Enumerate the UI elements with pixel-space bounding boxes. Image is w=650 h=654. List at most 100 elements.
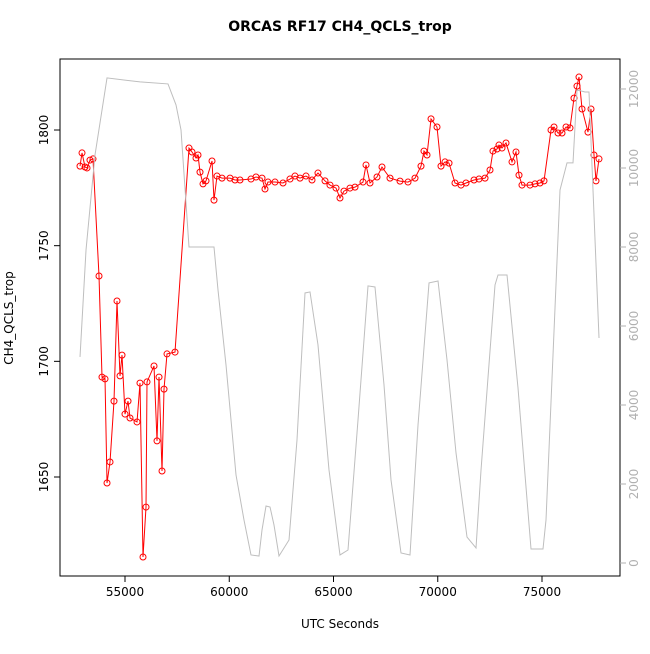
y2-tick-label: 2000: [627, 469, 641, 500]
point: [188, 148, 196, 156]
point: [194, 151, 202, 159]
point: [126, 414, 134, 422]
point: [133, 418, 141, 426]
x-tick-label: 70000: [419, 585, 457, 599]
point: [210, 196, 218, 204]
point: [423, 151, 431, 159]
point: [578, 105, 586, 113]
point: [113, 297, 121, 305]
point: [518, 181, 526, 189]
point: [346, 184, 354, 192]
point: [136, 379, 144, 387]
point: [515, 171, 523, 179]
point: [153, 437, 161, 445]
point: [366, 179, 374, 187]
point: [296, 174, 304, 182]
point: [573, 82, 581, 90]
point: [590, 151, 598, 159]
x-tick-label: 55000: [106, 585, 144, 599]
point: [526, 181, 534, 189]
point: [470, 176, 478, 184]
point: [540, 177, 548, 185]
x-tick-label: 75000: [523, 585, 561, 599]
point: [508, 158, 516, 166]
point: [308, 176, 316, 184]
y-tick-label: 1650: [37, 462, 51, 493]
x-tick-label: 65000: [314, 585, 352, 599]
point: [359, 178, 367, 186]
point: [321, 177, 329, 185]
point: [336, 194, 344, 202]
point: [587, 105, 595, 113]
point: [155, 373, 163, 381]
point: [451, 179, 459, 187]
point: [575, 73, 583, 81]
point: [83, 164, 91, 172]
point: [481, 174, 489, 182]
point: [486, 166, 494, 174]
point: [258, 174, 266, 182]
y2-tick-label: 0: [627, 559, 641, 567]
point: [351, 183, 359, 191]
y2-tick-label: 8000: [627, 232, 641, 263]
y2-tick-label: 4000: [627, 390, 641, 421]
point: [340, 187, 348, 195]
point: [163, 350, 171, 358]
point: [554, 129, 562, 137]
point: [378, 163, 386, 171]
point: [143, 378, 151, 386]
series-line: [79, 77, 600, 558]
point: [118, 351, 126, 359]
point: [279, 179, 287, 187]
point: [231, 176, 239, 184]
point: [332, 184, 340, 192]
point: [121, 410, 129, 418]
point: [396, 177, 404, 185]
point: [326, 181, 334, 189]
x-tick-label: 60000: [210, 585, 248, 599]
y2-tick-label: 10000: [627, 149, 641, 187]
point: [78, 149, 86, 157]
point: [95, 272, 103, 280]
point: [286, 175, 294, 183]
point: [103, 479, 111, 487]
point: [76, 162, 84, 170]
point: [202, 177, 210, 185]
y2-tick-label: 12000: [627, 70, 641, 108]
point: [101, 375, 109, 383]
point: [536, 179, 544, 187]
point: [373, 173, 381, 181]
point: [433, 123, 441, 131]
y2-tick-label: 6000: [627, 311, 641, 342]
point: [314, 169, 322, 177]
series-line: [79, 76, 600, 558]
point: [171, 348, 179, 356]
y-axis-label: CH4_QCLS_trop: [2, 271, 16, 365]
point: [158, 467, 166, 475]
point: [110, 397, 118, 405]
point: [236, 176, 244, 184]
point: [595, 155, 603, 163]
point: [386, 174, 394, 182]
point: [417, 162, 425, 170]
point: [271, 178, 279, 186]
point: [106, 458, 114, 466]
point: [411, 174, 419, 182]
point: [160, 385, 168, 393]
plot-frame: [59, 58, 621, 577]
point: [558, 129, 566, 137]
y-tick-label: 1750: [37, 230, 51, 261]
point: [550, 123, 558, 131]
point: [142, 503, 150, 511]
point: [150, 362, 158, 370]
y-tick-label: 1800: [37, 115, 51, 146]
point: [89, 155, 97, 163]
point: [493, 145, 501, 153]
point: [441, 158, 449, 166]
point: [261, 185, 269, 193]
point: [498, 144, 506, 152]
point: [566, 124, 574, 132]
point: [437, 162, 445, 170]
